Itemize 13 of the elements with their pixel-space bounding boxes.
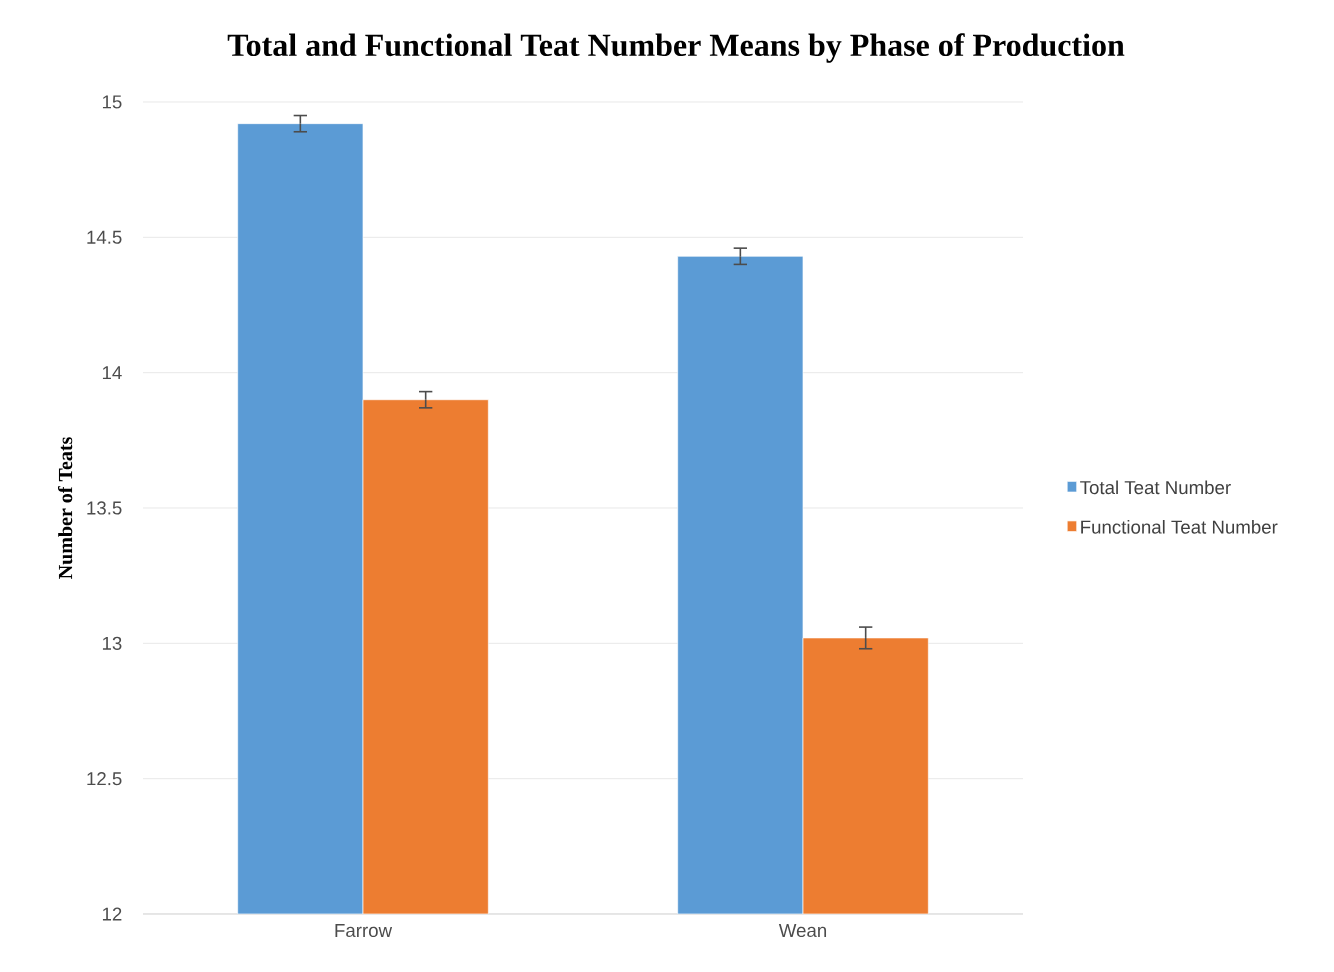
chart-title: Total and Functional Teat Number Means by Phase of Production <box>227 33 1125 63</box>
y-tick-label: 12 <box>102 907 122 921</box>
y-tick-label: 14 <box>102 366 122 380</box>
x-tick-label: Farrow <box>335 924 393 938</box>
x-tick-label: Wean <box>778 924 827 938</box>
legend-label: Total Teat Number <box>1080 480 1231 495</box>
y-tick-label: 15 <box>102 95 122 109</box>
y-tick-label: 14.5 <box>87 230 122 244</box>
legend-label: Functional Teat Number <box>1081 519 1278 534</box>
y-axis-title: Number of Teats <box>57 437 73 579</box>
y-tick-label: 13.5 <box>87 501 122 515</box>
y-tick-label: 12.5 <box>87 772 122 786</box>
y-tick-label: 13 <box>102 636 122 650</box>
